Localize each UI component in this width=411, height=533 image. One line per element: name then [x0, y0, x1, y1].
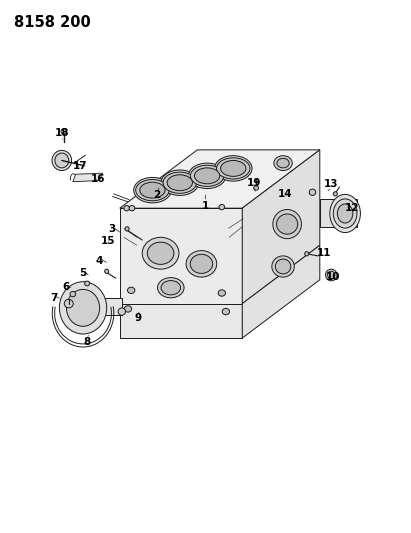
Text: 14: 14 [278, 189, 292, 199]
Ellipse shape [161, 280, 180, 295]
Text: 1: 1 [202, 200, 209, 211]
Polygon shape [120, 150, 320, 208]
Polygon shape [120, 208, 242, 304]
Ellipse shape [105, 269, 109, 273]
Ellipse shape [142, 237, 179, 269]
Text: 4: 4 [96, 256, 103, 266]
Ellipse shape [328, 271, 335, 279]
Ellipse shape [330, 195, 360, 232]
Text: 3: 3 [108, 224, 115, 235]
Ellipse shape [70, 292, 76, 297]
Ellipse shape [219, 205, 225, 210]
Ellipse shape [163, 172, 196, 193]
Ellipse shape [190, 165, 224, 187]
Ellipse shape [167, 175, 192, 191]
Polygon shape [120, 304, 242, 338]
Ellipse shape [186, 251, 217, 277]
Ellipse shape [127, 287, 135, 294]
Text: 6: 6 [62, 281, 69, 292]
Ellipse shape [309, 189, 316, 196]
Ellipse shape [277, 214, 298, 234]
Ellipse shape [326, 269, 337, 281]
Ellipse shape [190, 254, 212, 273]
Ellipse shape [337, 204, 353, 223]
Ellipse shape [140, 182, 165, 198]
Ellipse shape [274, 156, 292, 171]
Ellipse shape [333, 199, 357, 228]
Text: 7: 7 [50, 293, 57, 303]
Ellipse shape [305, 252, 309, 256]
Text: 16: 16 [91, 174, 106, 184]
Ellipse shape [333, 192, 337, 196]
Ellipse shape [218, 290, 226, 296]
Ellipse shape [55, 153, 69, 168]
Ellipse shape [222, 309, 230, 315]
Polygon shape [73, 173, 103, 182]
Polygon shape [242, 150, 320, 304]
Text: 10: 10 [326, 272, 340, 282]
Polygon shape [83, 298, 122, 316]
Ellipse shape [157, 278, 184, 298]
Ellipse shape [85, 281, 90, 286]
Text: 18: 18 [55, 128, 69, 138]
Ellipse shape [59, 282, 107, 334]
Ellipse shape [64, 300, 73, 308]
Text: 15: 15 [101, 236, 115, 246]
Ellipse shape [129, 206, 135, 211]
Text: 9: 9 [134, 313, 142, 324]
Text: 2: 2 [153, 190, 160, 200]
Text: 11: 11 [316, 248, 331, 259]
Ellipse shape [147, 242, 174, 264]
Ellipse shape [273, 209, 301, 239]
Polygon shape [242, 245, 320, 338]
Text: 5: 5 [79, 269, 87, 278]
Text: 19: 19 [247, 177, 261, 188]
Text: 12: 12 [345, 203, 360, 213]
Ellipse shape [118, 308, 125, 316]
Ellipse shape [275, 259, 291, 274]
Ellipse shape [125, 227, 129, 231]
Ellipse shape [194, 168, 220, 184]
Ellipse shape [254, 186, 259, 190]
Text: 8: 8 [83, 337, 91, 347]
Ellipse shape [272, 256, 294, 277]
Ellipse shape [161, 170, 199, 196]
Ellipse shape [52, 150, 72, 171]
Ellipse shape [136, 180, 169, 201]
Ellipse shape [221, 160, 246, 176]
Ellipse shape [188, 163, 226, 189]
Text: 17: 17 [72, 161, 87, 171]
Ellipse shape [61, 128, 67, 134]
Text: 13: 13 [324, 179, 339, 189]
Ellipse shape [124, 306, 132, 312]
Ellipse shape [277, 158, 289, 168]
Text: 8158 200: 8158 200 [14, 14, 90, 30]
Ellipse shape [217, 158, 250, 179]
Ellipse shape [67, 289, 99, 326]
Ellipse shape [134, 177, 171, 203]
Polygon shape [320, 199, 356, 227]
Ellipse shape [215, 156, 252, 181]
Ellipse shape [124, 206, 129, 211]
